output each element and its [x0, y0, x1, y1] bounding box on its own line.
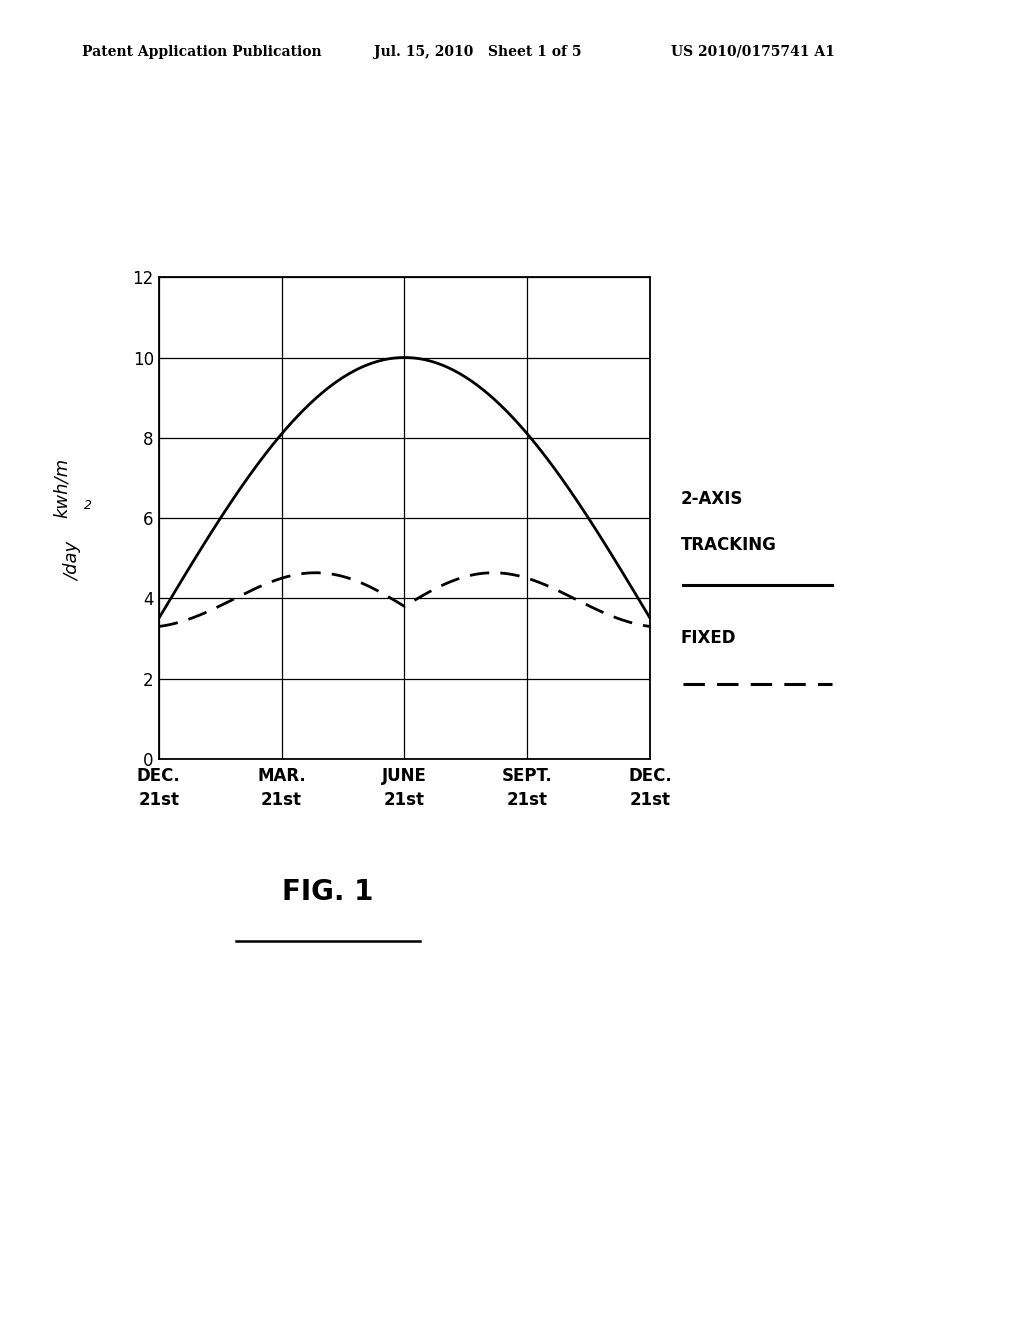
Text: 2-AXIS: 2-AXIS: [681, 490, 743, 508]
Text: kwh/m: kwh/m: [52, 458, 71, 519]
Text: FIXED: FIXED: [681, 628, 736, 647]
Text: TRACKING: TRACKING: [681, 536, 777, 554]
Text: Patent Application Publication: Patent Application Publication: [82, 45, 322, 59]
Text: /day: /day: [65, 543, 83, 582]
Text: US 2010/0175741 A1: US 2010/0175741 A1: [671, 45, 835, 59]
Text: FIG. 1: FIG. 1: [282, 878, 374, 906]
Text: 2: 2: [84, 499, 92, 512]
Text: Jul. 15, 2010   Sheet 1 of 5: Jul. 15, 2010 Sheet 1 of 5: [374, 45, 582, 59]
